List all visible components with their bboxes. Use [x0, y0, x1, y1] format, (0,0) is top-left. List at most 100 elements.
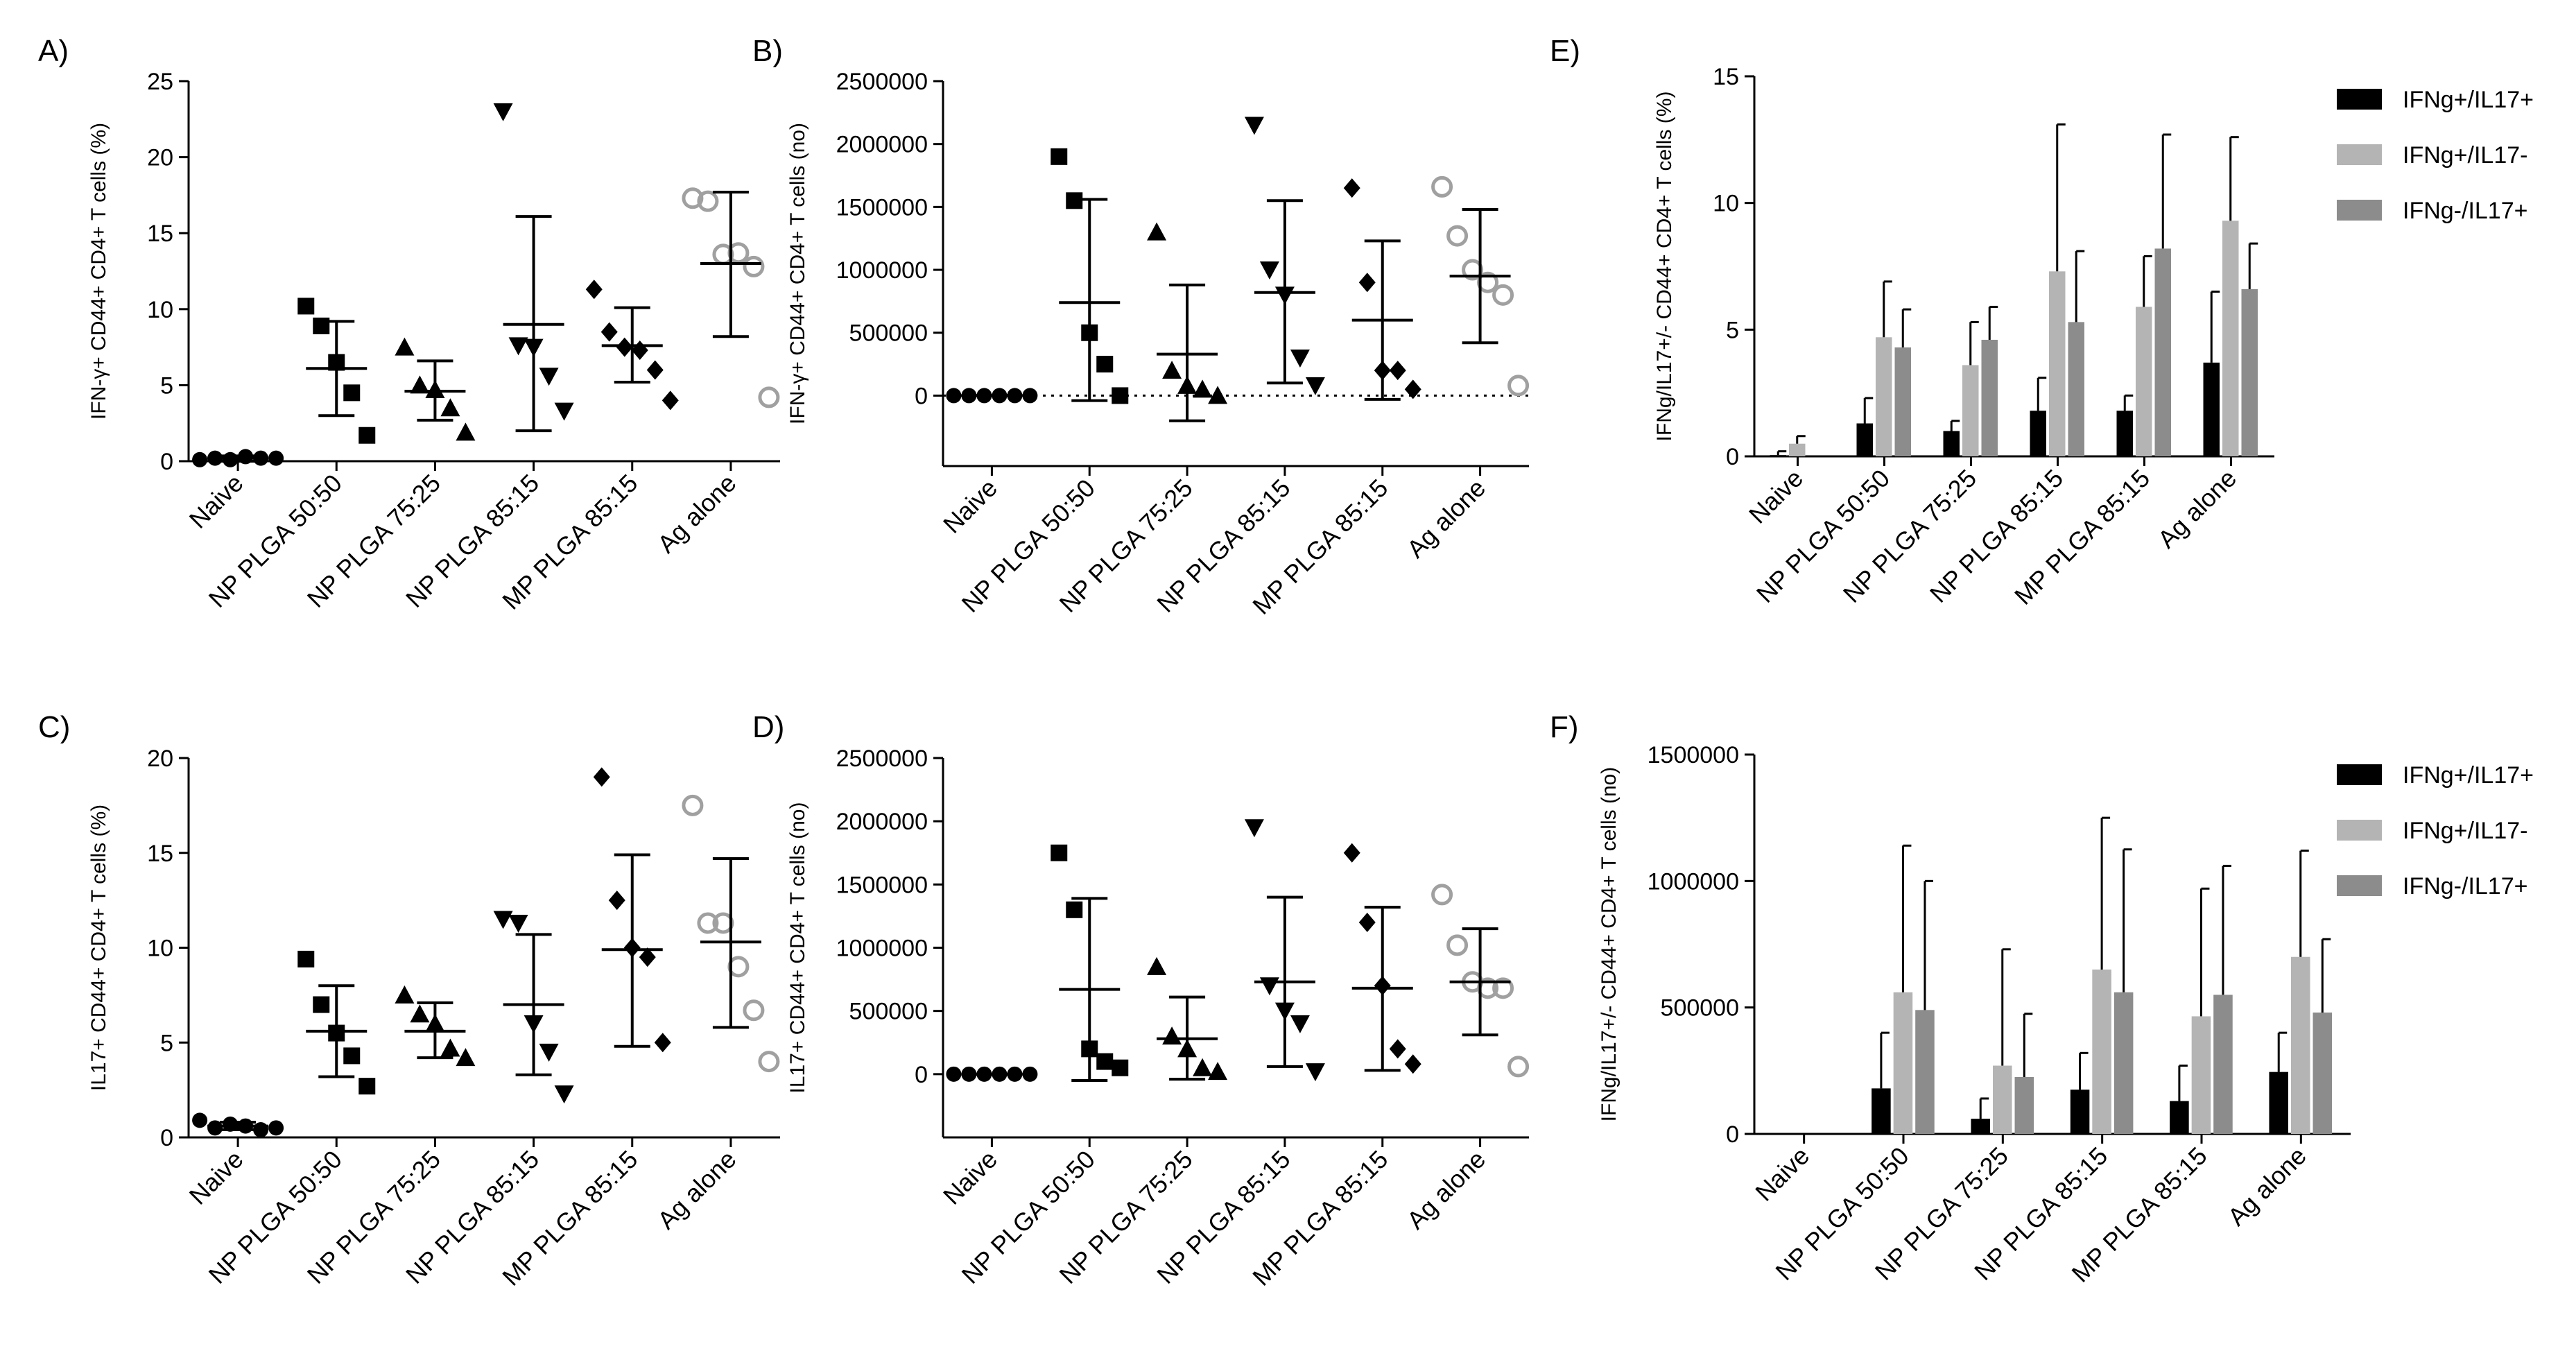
data-point [1343, 178, 1360, 198]
chart-panel-a: A) 0 5 10 15 20 25 IFN-γ+ CD44+ CD4+ T cells (%… [38, 34, 780, 615]
data-point [682, 187, 704, 209]
series-ifng-il17- [1915, 848, 2333, 1134]
data-point [662, 390, 679, 411]
data-point [1389, 361, 1406, 381]
data-point [1492, 977, 1514, 999]
bar [2222, 221, 2239, 456]
series-ag-alone [1431, 175, 1530, 397]
bar [2191, 1016, 2211, 1134]
legend: IFNg+/IL17+ IFNg+/IL17- IFNg-/IL17+ [2337, 87, 2534, 224]
legend-label: IFNg+/IL17- [2403, 142, 2527, 169]
y-tick-label: 0 [1726, 444, 1739, 470]
bar [1770, 455, 1786, 456]
data-point [758, 386, 780, 408]
data-point [268, 450, 284, 466]
data-point [1358, 913, 1376, 933]
data-point [1446, 934, 1469, 956]
bar [2203, 362, 2220, 456]
bar [2116, 411, 2133, 456]
series-ifng-il17- [1789, 123, 2239, 456]
data-point [946, 388, 962, 404]
data-point [1051, 148, 1068, 165]
x-tick-label: Ag alone [2222, 1142, 2312, 1231]
data-point [192, 451, 208, 467]
data-point [358, 1078, 376, 1095]
bar [2092, 969, 2111, 1134]
legend-swatch [2337, 875, 2382, 896]
bar [1894, 347, 1911, 456]
series-mp-plga-85-15 [1343, 178, 1421, 401]
data-point [1208, 1062, 1228, 1081]
bar [2213, 995, 2233, 1134]
panel-label: D) [752, 710, 784, 744]
data-point [1147, 222, 1167, 241]
panel-label: B) [752, 34, 783, 68]
data-point [1290, 350, 1310, 368]
data-point [1431, 884, 1453, 906]
bar [2070, 1090, 2090, 1134]
data-point [631, 340, 648, 360]
bar [1893, 992, 1913, 1134]
data-point [1193, 1058, 1213, 1076]
bar [2154, 248, 2171, 456]
data-point [1431, 175, 1453, 198]
data-point [410, 1004, 430, 1023]
series-np-plga-50-50 [1051, 148, 1129, 404]
bar [1915, 1010, 1935, 1134]
x-tick-label: Naive [1749, 1142, 1815, 1207]
data-point [508, 914, 528, 933]
data-point [1259, 977, 1279, 996]
data-point [1096, 1053, 1114, 1070]
bar [1971, 1119, 1990, 1134]
y-tick-label: 2000000 [836, 809, 928, 835]
data-point [639, 947, 656, 967]
data-point [1507, 1056, 1530, 1078]
bar [1789, 443, 1806, 456]
data-point [493, 911, 513, 929]
data-point [585, 279, 603, 300]
y-tick-label: 1500000 [836, 194, 928, 221]
data-point [743, 255, 765, 277]
data-point [207, 1120, 223, 1136]
y-tick-label: 10 [1713, 191, 1739, 217]
legend-label: IFNg+/IL17+ [2403, 87, 2534, 113]
y-axis-title: IFNg/IL17+/- CD44+ CD4+ T cells (%) [1653, 92, 1676, 442]
data-point [646, 360, 664, 380]
chart-panel-e: E) 0 5 10 15 IFNg/IL17+/- CD44+ CD4+ T cells … [1550, 34, 2534, 610]
series-np-plga-75-25 [395, 337, 476, 441]
y-tick-label: 0 [160, 449, 173, 475]
bar [1962, 365, 1979, 456]
data-point [1193, 379, 1213, 398]
bar [2136, 307, 2152, 456]
x-tick-label: Naive [937, 1145, 1003, 1210]
chart-panel-d: D) 0 500000 1000000 1500000 2000000 2500000 IL1… [752, 710, 1530, 1291]
series-naive [192, 1112, 284, 1138]
y-axis-title: IFNg/IL17+/- CD44+ CD4+ T cells (no) [1598, 767, 1620, 1122]
data-point [297, 298, 315, 315]
data-point [1112, 1059, 1129, 1076]
series-np-plga-75-25 [395, 985, 476, 1067]
data-point [1507, 375, 1530, 397]
legend-swatch [2337, 200, 2382, 221]
data-point [297, 950, 315, 967]
series-ifng-il17- [1894, 133, 2258, 456]
data-point [223, 451, 239, 467]
data-point [440, 1038, 460, 1057]
y-tick-label: 5 [160, 372, 173, 399]
series-ifng-il17- [1893, 816, 2310, 1134]
data-point [554, 402, 574, 421]
data-point [395, 985, 415, 1004]
y-tick-label: 10 [147, 936, 173, 962]
series-naive [192, 449, 284, 467]
data-point [608, 890, 625, 911]
y-tick-label: 5 [1726, 317, 1739, 343]
legend: IFNg+/IL17+ IFNg+/IL17- IFNg-/IL17+ [2337, 762, 2534, 900]
y-tick-label: 1000000 [836, 257, 928, 284]
x-tick-label: Naive [937, 474, 1003, 539]
x-tick-label: Ag alone [2152, 464, 2242, 553]
y-tick-label: 1500000 [836, 872, 928, 898]
series-np-plga-85-15 [493, 103, 574, 433]
panel-label: C) [38, 710, 70, 744]
data-point [554, 1085, 574, 1104]
